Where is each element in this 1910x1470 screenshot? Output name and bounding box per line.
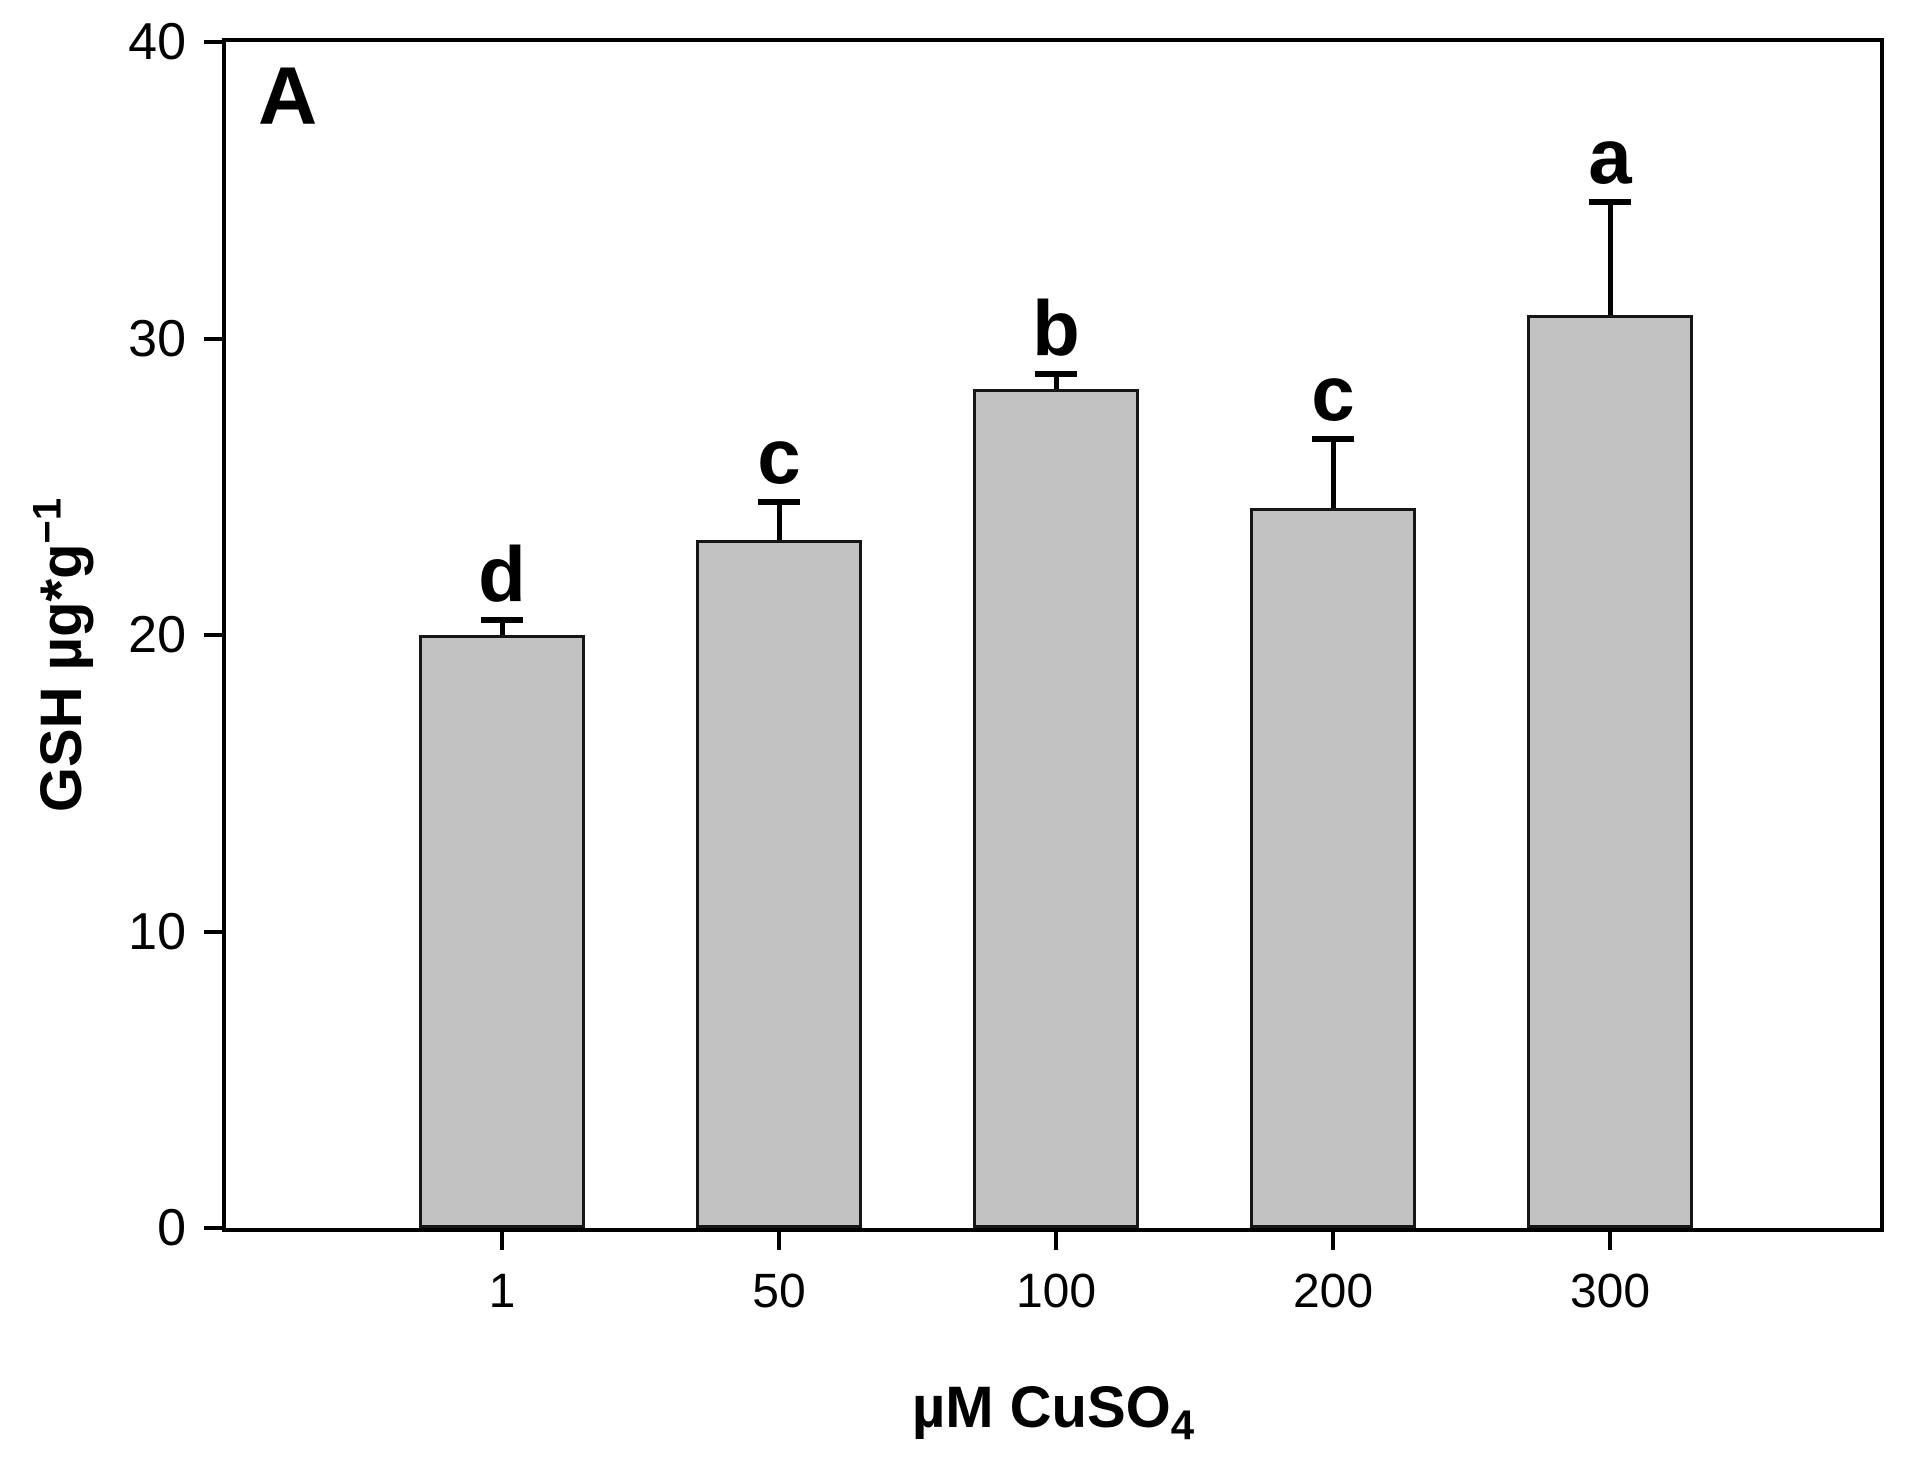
y-axis-tick: [204, 337, 222, 341]
x-axis-tick: [1608, 1232, 1612, 1250]
error-bar-cap: [1312, 436, 1354, 442]
x-axis-title-subscript: 4: [1170, 1401, 1195, 1449]
y-axis-tick-label: 0: [157, 1199, 186, 1257]
significance-letter: b: [1032, 284, 1080, 372]
y-axis-tick: [204, 1226, 222, 1230]
x-axis-tick: [777, 1232, 781, 1250]
bar-50: [696, 540, 862, 1228]
significance-letter: c: [1311, 349, 1355, 437]
x-axis-tick: [500, 1232, 504, 1250]
x-axis-tick: [1054, 1232, 1058, 1250]
error-bar-whisker: [1608, 202, 1613, 315]
y-axis-tick: [204, 930, 222, 934]
y-axis-tick-label: 30: [128, 310, 186, 368]
plot-frame: [222, 38, 1884, 1232]
y-axis-tick: [204, 633, 222, 637]
x-axis-tick-label: 100: [1015, 1265, 1097, 1318]
panel-label: A: [258, 51, 318, 142]
significance-letter: d: [478, 530, 526, 618]
y-axis-tick: [204, 40, 222, 44]
error-bar-cap: [481, 617, 523, 623]
error-bar-whisker: [500, 620, 505, 635]
error-bar-whisker: [1054, 374, 1059, 389]
error-bar-whisker: [1331, 439, 1336, 508]
x-axis-tick-label: 50: [752, 1265, 806, 1318]
significance-letter: a: [1588, 112, 1632, 200]
y-axis-tick-label: 10: [128, 903, 186, 961]
bar-1: [419, 635, 585, 1228]
x-axis-tick-label: 300: [1569, 1265, 1651, 1318]
error-bar-cap: [1035, 371, 1077, 377]
y-axis-title-text: GSH µg*g: [29, 543, 94, 813]
error-bar-cap: [1589, 199, 1631, 205]
error-bar-whisker: [777, 502, 782, 540]
x-axis-tick-label: 1: [488, 1265, 516, 1318]
y-axis-tick-label: 40: [128, 13, 186, 71]
y-axis-tick-label: 20: [128, 606, 186, 664]
bar-100: [973, 389, 1139, 1228]
bar-200: [1250, 508, 1416, 1228]
bar-300: [1527, 315, 1693, 1228]
error-bar-cap: [758, 499, 800, 505]
significance-letter: c: [757, 412, 801, 500]
x-axis-tick-label: 200: [1292, 1265, 1374, 1318]
y-axis-title-superscript: −1: [25, 497, 70, 544]
x-axis-title: µM CuSO4: [222, 1375, 1884, 1446]
x-axis-tick: [1331, 1232, 1335, 1250]
x-axis-title-text: µM CuSO: [911, 1375, 1171, 1440]
